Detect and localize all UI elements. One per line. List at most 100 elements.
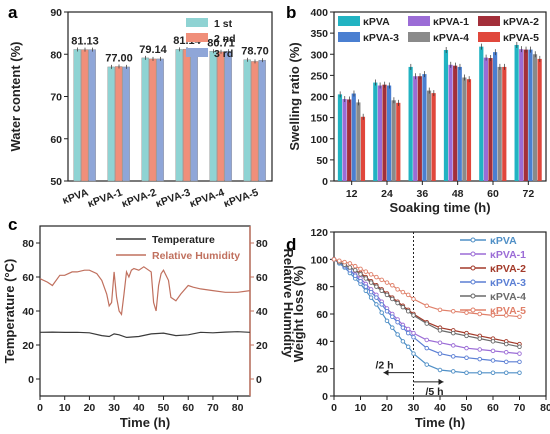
bar-b bbox=[373, 82, 378, 181]
y-tick-label-b: 0 bbox=[322, 176, 328, 188]
series-point-d bbox=[363, 288, 369, 294]
legend-label-d: κPVA bbox=[490, 235, 517, 247]
x-tick-label-a: κPVA-4 bbox=[188, 186, 226, 210]
x-tick-label-c: 10 bbox=[59, 402, 71, 414]
panel-label-b: b bbox=[286, 3, 296, 22]
x-tick-label-c: 30 bbox=[108, 402, 120, 414]
x-tick-label-d: 0 bbox=[331, 402, 337, 414]
x-tick-label-c: 40 bbox=[133, 402, 145, 414]
bar-b bbox=[462, 77, 467, 181]
series-point-d bbox=[411, 334, 416, 340]
bar-a bbox=[243, 59, 251, 182]
series-point-d bbox=[390, 325, 395, 330]
series-point-d bbox=[368, 295, 374, 300]
x-tick-label-c: 20 bbox=[84, 402, 96, 414]
x-tick-label-d: 50 bbox=[461, 402, 473, 414]
series-point-d bbox=[517, 351, 522, 356]
bar-b bbox=[532, 54, 538, 181]
x-tick-label-c: 60 bbox=[182, 402, 194, 414]
series-point-d bbox=[405, 292, 411, 298]
legend-label-d: κPVA-3 bbox=[490, 277, 526, 289]
bar-a bbox=[190, 49, 198, 182]
legend-marker-d bbox=[470, 251, 476, 257]
series-point-d bbox=[504, 370, 509, 376]
series-point-d bbox=[379, 277, 384, 283]
series-point-d bbox=[379, 302, 384, 307]
bar-a bbox=[209, 51, 217, 182]
bar-a bbox=[122, 66, 130, 182]
series-point-d bbox=[363, 269, 369, 274]
series-point-d bbox=[517, 314, 522, 319]
series-point-d bbox=[405, 330, 411, 336]
x-tick-label-c: 0 bbox=[37, 402, 43, 414]
bar-b bbox=[417, 76, 422, 181]
legend-label-c: Relative Humidity bbox=[152, 250, 240, 262]
legend-label-d: κPVA-1 bbox=[490, 249, 526, 261]
series-point-d bbox=[517, 344, 522, 350]
x-tick-label-b: 12 bbox=[346, 188, 358, 200]
x-axis-label-b: Soaking time (h) bbox=[389, 200, 490, 215]
panel-label-c: c bbox=[8, 215, 17, 234]
series-point-d bbox=[464, 345, 469, 351]
series-point-d bbox=[437, 340, 443, 345]
bar-a bbox=[141, 57, 149, 182]
chart-c: 0 20 40 60 80 0 20 40 60 80 0 10 20 30 40 50 60 70 80 Time … bbox=[2, 225, 296, 430]
series-point-d bbox=[379, 288, 384, 294]
bar-b bbox=[408, 66, 413, 181]
x-tick-label-d: 20 bbox=[381, 402, 393, 414]
legend-swatch-b bbox=[478, 16, 500, 26]
bar-b bbox=[443, 50, 449, 182]
bar-a bbox=[81, 49, 89, 182]
series-point-d bbox=[517, 359, 522, 365]
legend-label-a: 3 rd bbox=[214, 48, 233, 60]
y-axis-label-a: Water content (%) bbox=[8, 41, 23, 151]
data-label-a: 77.00 bbox=[105, 53, 133, 65]
legend-label-b: κPVA-2 bbox=[503, 16, 539, 28]
bar-b bbox=[337, 94, 343, 181]
y-tick-label-b: 300 bbox=[310, 49, 328, 61]
series-point-d bbox=[347, 265, 353, 270]
series-point-d bbox=[477, 336, 483, 341]
series-point-d bbox=[451, 343, 456, 348]
bar-b bbox=[351, 93, 356, 181]
series-line-c bbox=[39, 331, 251, 339]
data-label-a: 79.14 bbox=[139, 44, 167, 56]
series-point-d bbox=[358, 278, 363, 284]
series-point-d bbox=[464, 370, 469, 376]
series-point-d bbox=[437, 307, 443, 313]
series-point-d bbox=[424, 345, 430, 351]
series-point-d bbox=[464, 355, 469, 360]
bar-a bbox=[217, 51, 225, 182]
bar-a bbox=[88, 49, 96, 182]
x-tick-label-d: 10 bbox=[355, 402, 367, 414]
legend-marker-d bbox=[470, 293, 476, 299]
bar-b bbox=[342, 99, 347, 181]
legend-marker-d bbox=[470, 265, 476, 271]
bar-b bbox=[360, 116, 366, 181]
legend-swatch-b bbox=[408, 32, 430, 42]
chart-b: 0 50 100 150 200 250 300 350 400 Swelling ratio (… bbox=[287, 7, 547, 215]
y-tick-label-b: 400 bbox=[310, 7, 328, 19]
series-point-d bbox=[374, 284, 379, 289]
bar-b bbox=[502, 66, 507, 181]
x-tick-label-c: 70 bbox=[207, 402, 219, 414]
legend-label-b: κPVA-3 bbox=[363, 32, 399, 44]
x-tick-label-b: 72 bbox=[522, 188, 534, 200]
series-point-d bbox=[400, 304, 406, 310]
y-tick-label-c: 60 bbox=[22, 272, 34, 284]
x-tick-label-b: 24 bbox=[381, 188, 393, 200]
bar-b bbox=[448, 64, 453, 181]
y2-tick-label-c: 0 bbox=[256, 374, 262, 386]
bar-b bbox=[457, 66, 462, 181]
series-point-d bbox=[347, 261, 353, 266]
series-point-d bbox=[390, 283, 395, 288]
series-point-d bbox=[368, 289, 374, 295]
series-point-d bbox=[437, 328, 443, 333]
series-point-d bbox=[411, 351, 416, 356]
series-point-d bbox=[411, 313, 416, 318]
bar-b bbox=[528, 49, 533, 181]
bar-b bbox=[514, 44, 519, 181]
y-tick-label-b: 100 bbox=[310, 134, 328, 146]
y2-tick-label-c: 40 bbox=[256, 306, 268, 318]
